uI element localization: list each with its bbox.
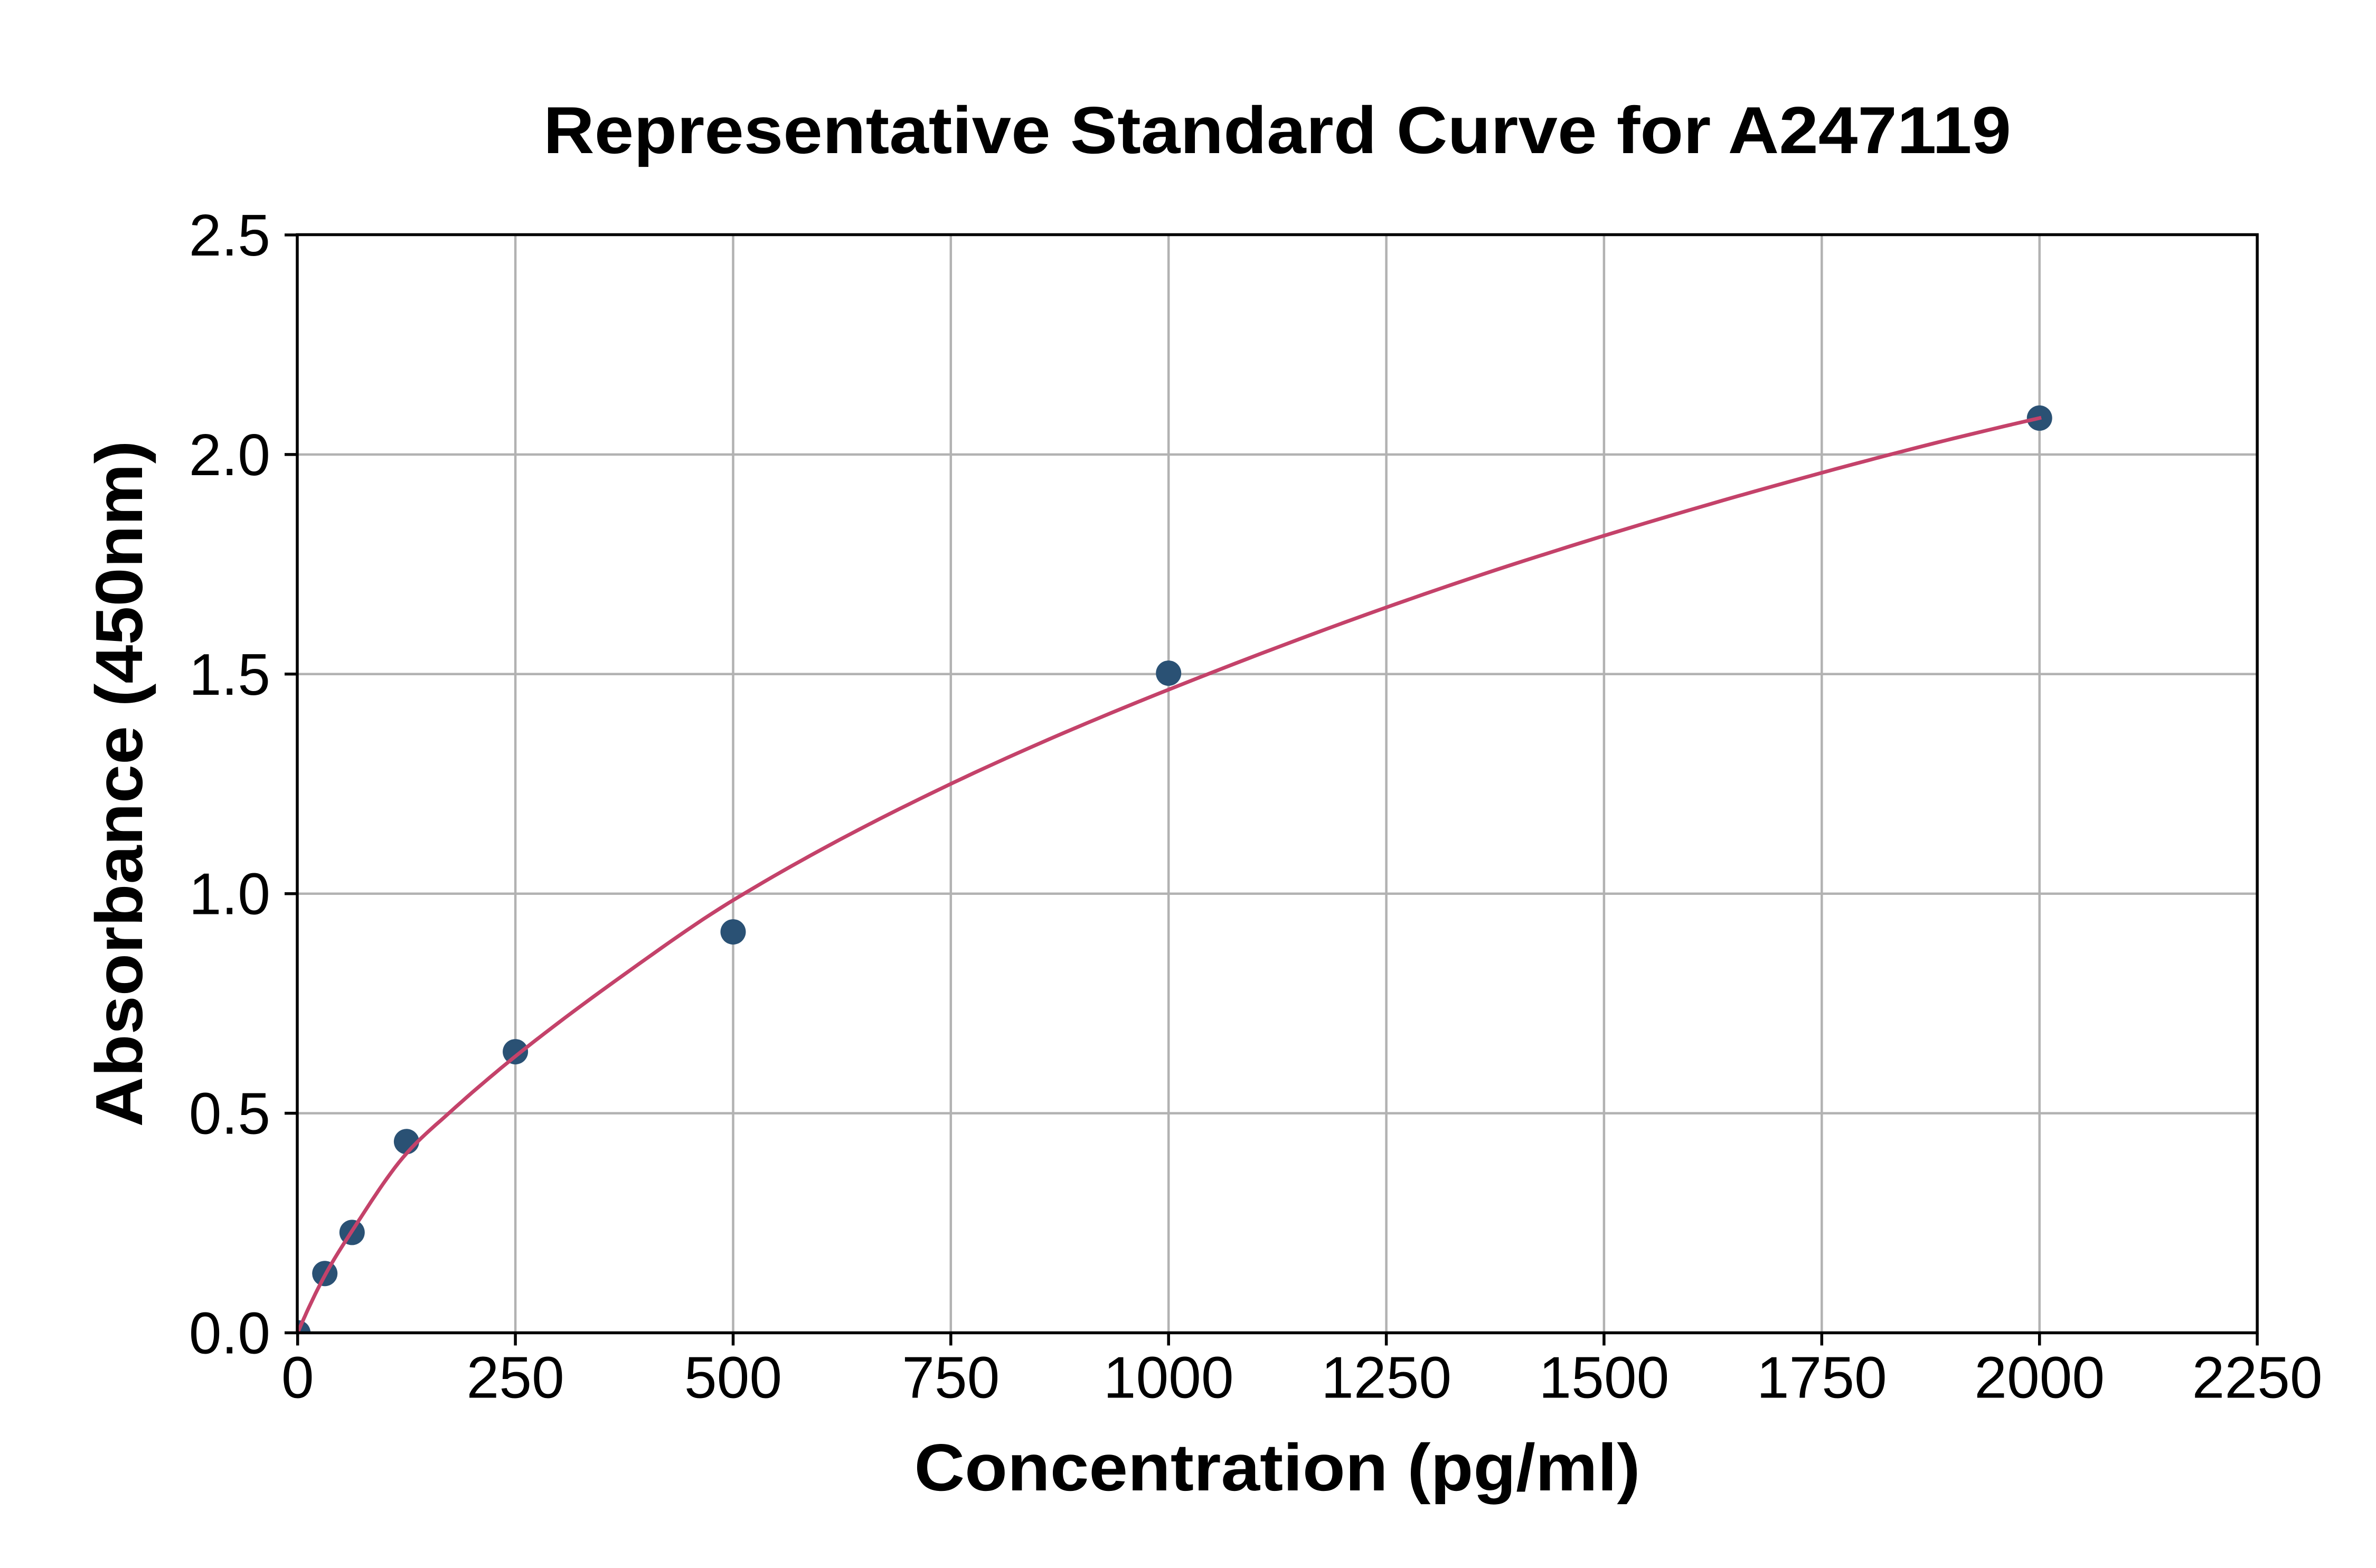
svg-text:0.5: 0.5 [189,1081,270,1147]
svg-text:750: 750 [902,1345,1000,1411]
svg-text:Concentration (pg/ml): Concentration (pg/ml) [914,1430,1640,1505]
svg-text:0.0: 0.0 [189,1301,270,1366]
svg-text:2000: 2000 [1974,1345,2105,1411]
svg-text:Absorbance (450nm): Absorbance (450nm) [82,441,156,1127]
svg-text:1.0: 1.0 [189,862,270,927]
svg-text:250: 250 [466,1345,564,1411]
svg-text:1000: 1000 [1104,1345,1234,1411]
svg-text:2250: 2250 [2192,1345,2323,1411]
svg-text:1250: 1250 [1321,1345,1451,1411]
svg-text:1500: 1500 [1539,1345,1669,1411]
svg-text:1.5: 1.5 [189,642,270,707]
svg-text:2.5: 2.5 [189,203,270,268]
svg-text:2.0: 2.0 [189,422,270,488]
svg-text:0: 0 [281,1345,314,1411]
svg-text:1750: 1750 [1757,1345,1887,1411]
svg-text:500: 500 [684,1345,782,1411]
svg-text:Representative Standard Curve: Representative Standard Curve for A24711… [543,93,2011,167]
